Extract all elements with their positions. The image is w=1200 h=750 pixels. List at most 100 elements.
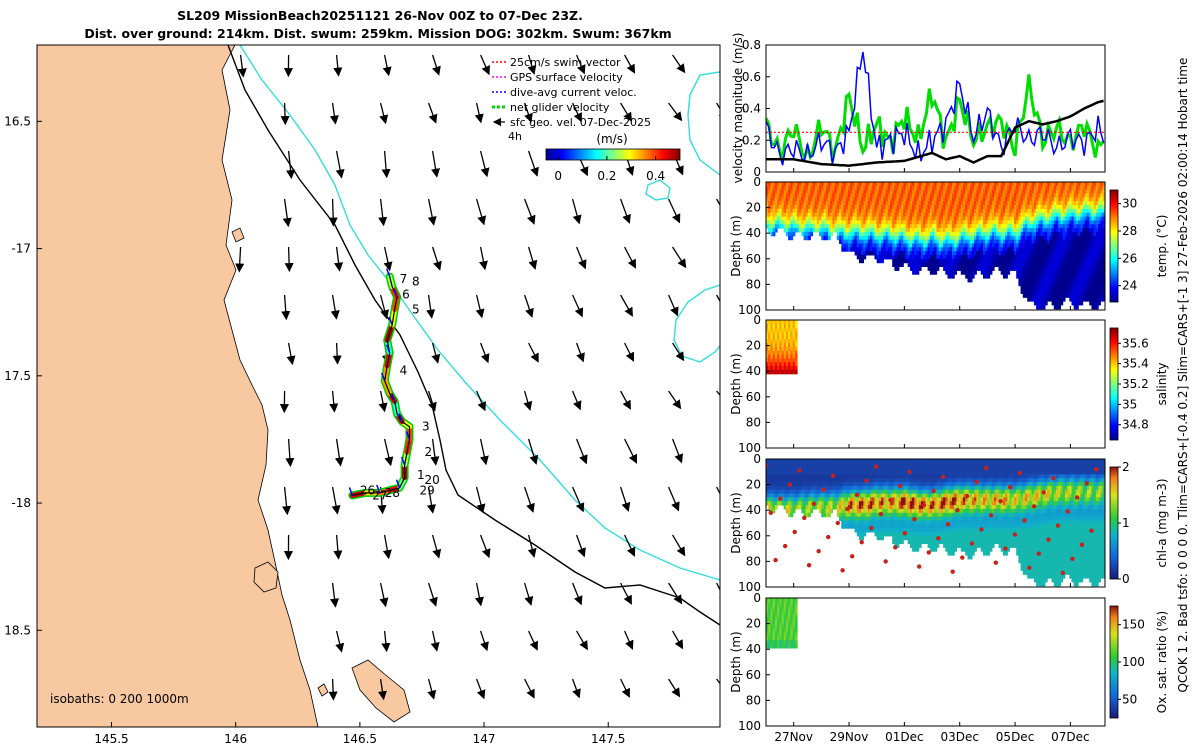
section-cell xyxy=(980,208,984,214)
section-cell xyxy=(770,339,774,344)
section-cell xyxy=(803,478,807,483)
section-cell xyxy=(816,216,820,221)
section-cell xyxy=(801,208,805,214)
section-cell xyxy=(896,189,900,195)
track-day-label: 4 xyxy=(400,364,408,378)
section-cell xyxy=(1091,274,1095,279)
section-cell xyxy=(963,266,966,271)
section-cell xyxy=(781,212,785,218)
section-cell xyxy=(1082,228,1086,233)
section-cell xyxy=(766,339,769,344)
section-cell xyxy=(1053,235,1057,241)
section-cell xyxy=(799,216,802,221)
section-cell xyxy=(878,532,882,537)
section-cell xyxy=(788,216,791,221)
section-cell xyxy=(788,354,791,359)
section-cell xyxy=(1056,301,1059,306)
section-cell xyxy=(847,462,851,468)
section-cell xyxy=(1000,258,1004,264)
section-cell xyxy=(892,201,895,206)
section-cell xyxy=(914,220,918,225)
section-cell xyxy=(905,228,909,233)
section-cell xyxy=(1062,285,1066,291)
section-cell xyxy=(898,224,902,229)
section-cell xyxy=(1062,182,1066,187)
section-cell xyxy=(1093,262,1097,267)
section-cell xyxy=(863,224,867,229)
section-cell xyxy=(969,182,973,187)
section-cell xyxy=(885,255,889,260)
section-cell xyxy=(821,512,825,518)
section-cell xyxy=(921,231,924,237)
section-cell xyxy=(774,466,778,472)
section-cell xyxy=(865,231,869,237)
section-cell xyxy=(892,512,895,518)
section-cell xyxy=(943,212,946,218)
section-cell xyxy=(907,251,911,256)
section-cell xyxy=(985,193,988,198)
section-cell xyxy=(1082,182,1086,187)
section-cell xyxy=(947,255,951,260)
section-cell xyxy=(772,482,776,487)
section-cell xyxy=(832,220,836,225)
section-cell xyxy=(1093,239,1097,244)
section-cell xyxy=(1093,274,1097,279)
section-cell xyxy=(856,501,860,506)
velocity-arrow xyxy=(382,54,392,77)
section-cell xyxy=(1018,262,1022,267)
section-cell xyxy=(952,235,955,241)
section-cell xyxy=(892,212,895,218)
section-cell xyxy=(1091,247,1095,252)
section-cell xyxy=(1071,201,1075,206)
section-cell xyxy=(1027,258,1030,264)
section-cell xyxy=(792,201,796,206)
section-cell xyxy=(994,208,997,214)
section-cell xyxy=(772,220,776,225)
section-cell xyxy=(1049,278,1053,283)
section-cell xyxy=(808,216,811,221)
section-cell xyxy=(1053,224,1057,229)
section-cell xyxy=(914,208,918,214)
section-cell xyxy=(1027,212,1030,218)
section-cell xyxy=(770,485,774,491)
section-cell xyxy=(967,278,971,283)
section-cell xyxy=(976,220,980,225)
section-cell xyxy=(1049,281,1053,287)
section-cell xyxy=(852,459,856,464)
section-cell xyxy=(929,216,933,221)
section-cell xyxy=(923,251,926,256)
velocity-arrow xyxy=(475,486,486,514)
section-cell xyxy=(878,508,882,514)
section-cell xyxy=(836,231,840,237)
section-cell xyxy=(1078,293,1081,298)
section-cell xyxy=(885,493,889,498)
section-cell xyxy=(814,493,818,498)
section-cell xyxy=(836,216,840,221)
section-cell xyxy=(832,501,836,506)
section-cell xyxy=(998,243,1002,248)
section-cell xyxy=(1033,247,1037,252)
section-cell xyxy=(845,512,849,518)
section-cell xyxy=(768,474,771,479)
section-cell xyxy=(989,193,993,198)
section-cell xyxy=(772,182,776,187)
section-cell xyxy=(799,489,802,495)
section-cell xyxy=(918,197,922,202)
section-cell xyxy=(777,459,780,464)
section-cell xyxy=(834,489,838,495)
section-cell xyxy=(823,193,827,198)
section-cell xyxy=(1009,235,1013,241)
section-cell xyxy=(1002,266,1006,271)
section-cell xyxy=(1069,297,1073,302)
section-cell xyxy=(872,243,876,248)
section-cell xyxy=(841,478,845,483)
section-cell xyxy=(863,239,867,244)
section-cell xyxy=(958,185,962,191)
section-cell xyxy=(832,493,836,498)
section-cell xyxy=(1038,243,1042,248)
section-cell xyxy=(781,189,785,195)
section-cell xyxy=(1029,270,1033,275)
section-cell xyxy=(1064,274,1068,279)
section-cell xyxy=(956,255,960,260)
section-cell xyxy=(828,493,831,498)
